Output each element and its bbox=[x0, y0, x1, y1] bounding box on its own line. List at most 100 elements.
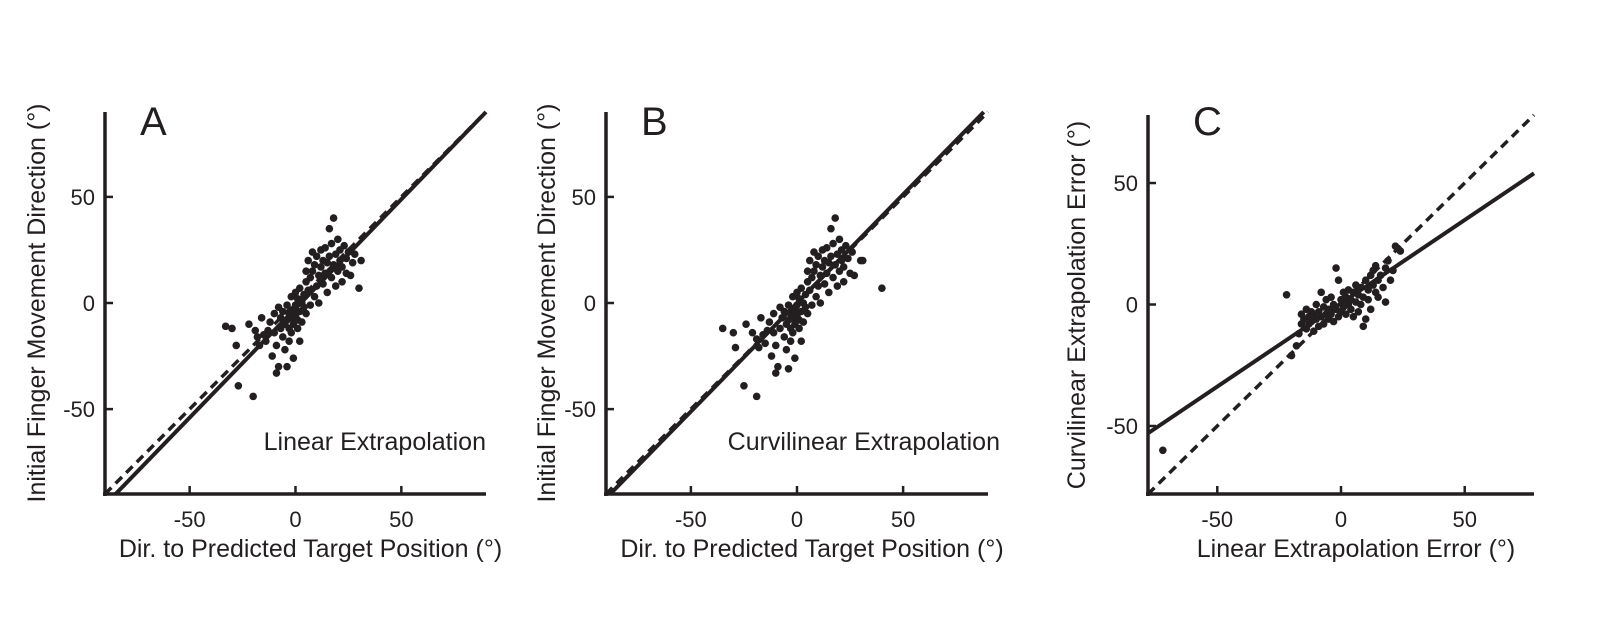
data-point bbox=[293, 324, 302, 333]
data-point bbox=[1332, 264, 1340, 272]
data-point bbox=[740, 381, 748, 390]
y-tick-label: 0 bbox=[1126, 293, 1138, 318]
data-point bbox=[302, 309, 310, 318]
x-tick-label: 0 bbox=[1335, 507, 1347, 532]
data-point bbox=[816, 299, 825, 307]
data-point bbox=[306, 273, 315, 282]
y-tick-label: 0 bbox=[584, 291, 596, 316]
data-point bbox=[814, 252, 823, 261]
data-point bbox=[1381, 264, 1390, 272]
data-point bbox=[848, 248, 856, 256]
data-point bbox=[795, 324, 803, 333]
data-point bbox=[274, 362, 283, 371]
data-point bbox=[314, 271, 323, 280]
data-point bbox=[1359, 322, 1368, 331]
data-point bbox=[878, 284, 886, 292]
data-point bbox=[266, 318, 274, 326]
data-point bbox=[355, 284, 363, 292]
data-point bbox=[1327, 293, 1335, 302]
data-point bbox=[338, 263, 346, 271]
data-point bbox=[329, 214, 338, 222]
data-point bbox=[1379, 283, 1387, 292]
data-point bbox=[350, 250, 359, 258]
data-point bbox=[822, 244, 831, 252]
data-point bbox=[835, 235, 844, 244]
data-point bbox=[774, 362, 782, 371]
data-point bbox=[1356, 283, 1365, 292]
y-axis-label: Curvilinear Extrapolation Error (°) bbox=[1063, 121, 1091, 489]
data-point bbox=[291, 301, 300, 309]
data-point bbox=[808, 273, 816, 282]
data-point bbox=[228, 324, 236, 333]
data-point bbox=[784, 364, 793, 373]
y-tick-label: 0 bbox=[83, 291, 95, 316]
data-point bbox=[262, 337, 270, 346]
data-point bbox=[1389, 266, 1397, 275]
data-point bbox=[1347, 305, 1355, 314]
data-point bbox=[742, 320, 750, 329]
data-point bbox=[357, 256, 365, 265]
data-point bbox=[1349, 312, 1358, 321]
data-point bbox=[827, 252, 835, 261]
data-point bbox=[818, 263, 827, 271]
data-point bbox=[771, 369, 780, 377]
data-point bbox=[317, 263, 325, 271]
data-point bbox=[249, 392, 257, 401]
y-tick-label: -50 bbox=[63, 397, 95, 422]
data-point bbox=[1371, 261, 1380, 270]
x-tick-label: 50 bbox=[1452, 507, 1476, 532]
data-point bbox=[831, 214, 839, 222]
data-point bbox=[1354, 307, 1363, 316]
y-tick-label: -50 bbox=[1106, 414, 1138, 439]
data-point bbox=[1329, 317, 1338, 326]
data-point bbox=[1287, 351, 1296, 360]
data-point bbox=[769, 309, 778, 318]
data-point bbox=[306, 301, 315, 309]
data-point bbox=[718, 324, 727, 333]
data-point bbox=[321, 244, 329, 252]
data-point bbox=[755, 343, 763, 352]
data-point bbox=[331, 282, 340, 290]
data-point bbox=[805, 256, 814, 265]
data-point bbox=[327, 273, 336, 282]
data-point bbox=[285, 337, 293, 346]
data-point bbox=[844, 254, 852, 263]
data-point bbox=[825, 288, 833, 297]
data-point bbox=[748, 328, 757, 337]
data-point bbox=[348, 258, 357, 267]
x-axis-label: Dir. to Predicted Target Position (°) bbox=[119, 535, 502, 563]
data-point bbox=[812, 292, 820, 301]
data-point bbox=[825, 258, 833, 267]
x-tick-label: -50 bbox=[1201, 507, 1233, 532]
data-point bbox=[1391, 242, 1400, 250]
data-point bbox=[797, 337, 806, 346]
data-point bbox=[780, 307, 789, 316]
data-point bbox=[782, 345, 791, 354]
data-point bbox=[831, 261, 839, 269]
data-point bbox=[221, 322, 230, 331]
data-point bbox=[1396, 247, 1405, 255]
data-point bbox=[1366, 305, 1375, 314]
data-point bbox=[1292, 342, 1301, 350]
data-point bbox=[1386, 276, 1395, 285]
panel-b: -50 0 50 -50 0 50 B Curvilinear Extrapolation Di… bbox=[533, 100, 1004, 563]
x-axis-label: Dir. to Predicted Target Position (°) bbox=[620, 535, 1003, 563]
data-point bbox=[323, 288, 332, 297]
data-point bbox=[344, 248, 353, 256]
data-point bbox=[272, 369, 281, 377]
data-point bbox=[327, 239, 336, 248]
data-point bbox=[780, 333, 789, 341]
data-point bbox=[761, 339, 769, 348]
data-point bbox=[338, 277, 346, 286]
panel-letter: C bbox=[1193, 100, 1222, 144]
x-tick-label: -50 bbox=[174, 507, 206, 532]
data-point bbox=[731, 343, 740, 352]
data-point bbox=[279, 333, 287, 341]
panel-letter: B bbox=[641, 100, 668, 144]
data-point bbox=[1361, 276, 1370, 285]
data-point bbox=[310, 261, 319, 269]
data-point bbox=[803, 309, 812, 318]
panel-annotation: Curvilinear Extrapolation bbox=[728, 428, 1000, 456]
data-point bbox=[232, 341, 241, 350]
data-point bbox=[842, 241, 850, 250]
